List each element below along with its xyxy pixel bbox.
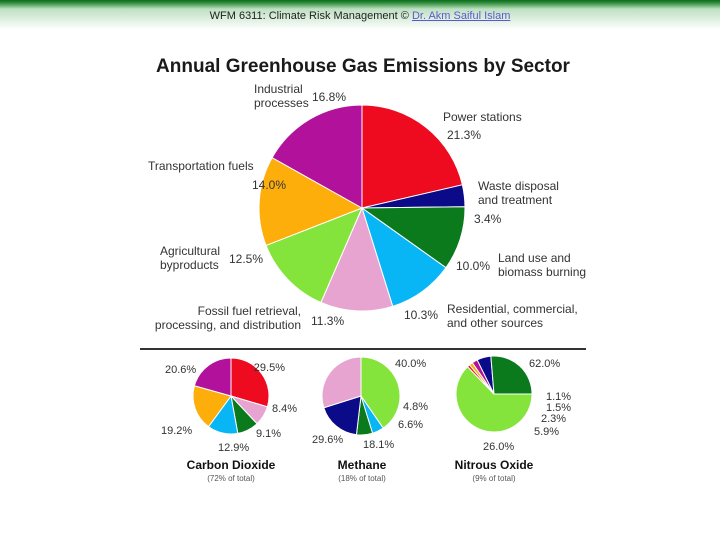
author-link[interactable]: Dr. Akm Saiful Islam [411, 10, 511, 22]
header-bar [0, 0, 720, 34]
pie2-value-1: 4.8% [403, 401, 428, 413]
main-pie-label-7-1: processes [254, 96, 309, 110]
pie0-slice-4 [320, 206, 394, 312]
main-pie-label-3-0: Residential, commercial, [447, 302, 578, 316]
pie2-value-0: 40.0% [395, 358, 426, 370]
pie3-value-3: 2.3% [541, 413, 566, 425]
pie0-slice-5 [265, 207, 363, 304]
pie1-value-4: 19.2% [161, 425, 192, 437]
pie3-value-5: 26.0% [483, 441, 514, 453]
pie1-subtitle: (72% of total) [207, 474, 255, 483]
main-pie-value-1: 3.4% [474, 212, 502, 226]
pie1-slice-0 [230, 357, 270, 408]
pie0-slice-6 [258, 156, 364, 247]
main-pie-label-5-1: byproducts [160, 258, 219, 272]
pie1-slice-5 [193, 357, 232, 397]
main-pie-label-1-1: and treatment [478, 193, 553, 207]
pie0-slice-0 [361, 104, 463, 209]
main-pie-value-6: 14.0% [252, 178, 286, 192]
main-pie-label-6-0: Transportation fuels [148, 159, 254, 173]
pie2-slice-3 [323, 395, 362, 436]
pie2-value-4: 29.6% [312, 434, 343, 446]
main-pie-value-0: 21.3% [447, 128, 481, 142]
pie0-slice-7 [271, 104, 363, 209]
main-pie-label-7-0: Industrial [254, 82, 303, 96]
pie3-value-4: 5.9% [534, 426, 559, 438]
main-pie-label-4-1: processing, and distribution [155, 318, 301, 332]
main-pie-label-2-1: biomass burning [498, 265, 586, 279]
main-pie-value-4: 11.3% [311, 314, 344, 328]
course-title: WFM 6311: Climate Risk Management © [209, 10, 409, 22]
pie2-slice-0 [360, 356, 401, 429]
slide-header: WFM 6311: Climate Risk Management © Dr. … [0, 10, 720, 22]
pie1-value-2: 9.1% [256, 428, 281, 440]
main-pie-label-5-0: Agricultural [160, 244, 220, 258]
main-pie-label-0-0: Power stations [443, 110, 522, 124]
pie3-slice-5 [490, 355, 533, 395]
chart-title: Annual Greenhouse Gas Emissions by Secto… [156, 56, 571, 77]
pie3-value-1: 1.1% [546, 391, 571, 403]
pie3-subtitle: (9% of total) [472, 474, 515, 483]
main-pie-label-1-0: Waste disposal [478, 179, 559, 193]
pie3-value-2: 1.5% [546, 402, 571, 414]
pie2-value-2: 6.6% [398, 419, 423, 431]
pie2-value-3: 18.1% [363, 439, 394, 451]
pie1-slice-4 [192, 385, 232, 428]
pie2-slice-4 [321, 356, 362, 409]
pie3-title: Nitrous Oxide [455, 458, 534, 472]
main-pie-value-7: 16.8% [312, 90, 346, 104]
main-pie-value-5: 12.5% [229, 252, 263, 266]
gas-pies: 29.5% 8.4% 9.1% 12.9% 19.2% 20.6% Carbon Dioxi… [161, 355, 571, 483]
main-pie-label-3-1: and other sources [447, 316, 543, 330]
main-pie-label-2-0: Land use and [498, 251, 571, 265]
main-pie-value-2: 10.0% [456, 259, 490, 273]
pie1-title: Carbon Dioxide [187, 458, 276, 472]
pie1-value-1: 8.4% [272, 403, 297, 415]
main-pie-value-3: 10.3% [404, 308, 438, 322]
pie1-value-0: 29.5% [254, 362, 285, 374]
pie2-subtitle: (18% of total) [338, 474, 386, 483]
main-pie-label-4-0: Fossil fuel retrieval, [198, 304, 301, 318]
pie3-value-0: 62.0% [529, 358, 560, 370]
pie1-value-5: 20.6% [165, 364, 196, 376]
pie2-title: Methane [338, 458, 387, 472]
pie3-slice-0 [455, 366, 533, 433]
pie1-value-3: 12.9% [218, 442, 249, 454]
